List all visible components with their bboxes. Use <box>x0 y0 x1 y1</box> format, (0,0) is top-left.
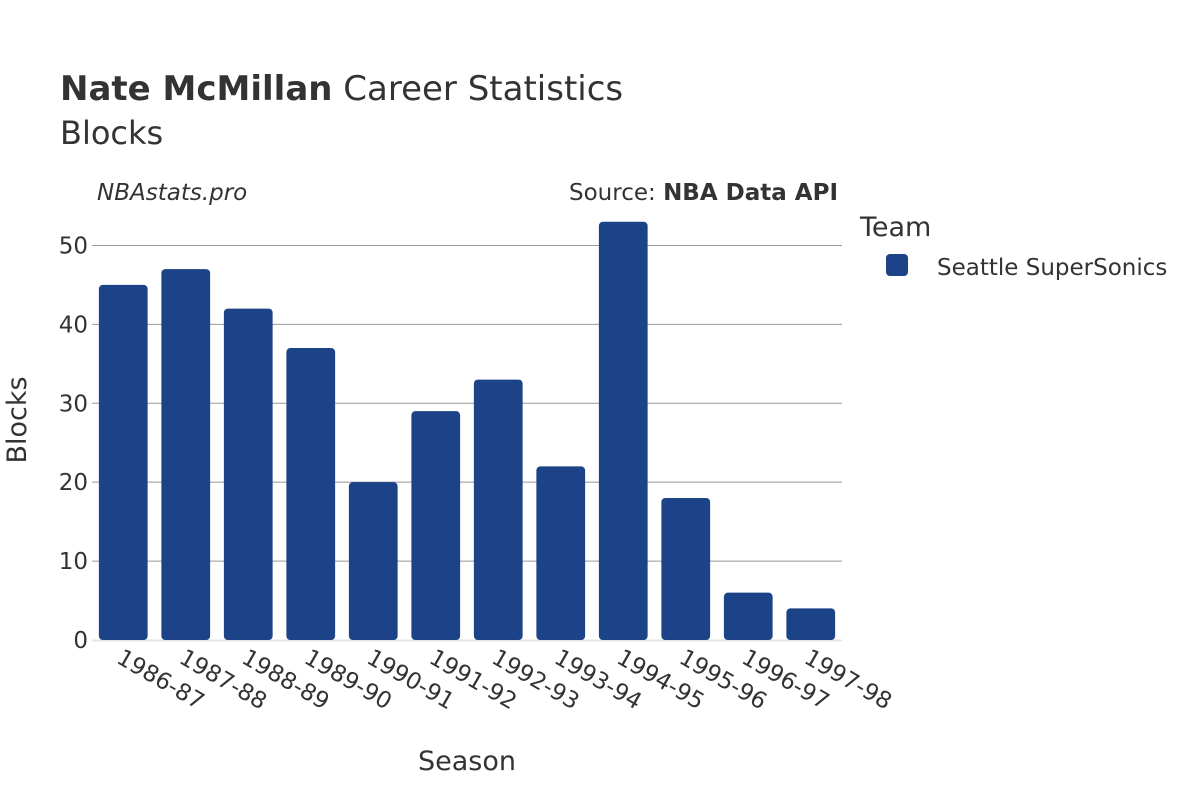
site-credit: NBAstats.pro <box>97 180 247 206</box>
y-tick-label: 10 <box>59 549 88 575</box>
y-tick-label: 20 <box>59 470 88 496</box>
player-name: Nate McMillan <box>60 69 332 109</box>
source-name: NBA Data API <box>663 180 838 206</box>
bar-1995-96[interactable] <box>661 497 711 640</box>
y-tick-label: 30 <box>59 391 88 417</box>
legend-item[interactable]: Seattle SuperSonics <box>886 254 1167 281</box>
gridlines <box>92 244 842 642</box>
bars <box>98 221 836 641</box>
chart-subtitle: Blocks <box>60 114 163 152</box>
x-axis-title: Season <box>418 746 516 777</box>
bar-1986-87[interactable] <box>98 284 148 640</box>
source-prefix: Source: <box>569 180 663 206</box>
legend: Team Seattle SuperSonics <box>859 212 1167 281</box>
legend-item-label: Seattle SuperSonics <box>937 255 1167 281</box>
bar-1989-90[interactable] <box>286 348 336 640</box>
bar-1990-91[interactable] <box>348 482 398 640</box>
legend-title: Team <box>859 212 931 243</box>
bar-1994-95[interactable] <box>598 221 648 641</box>
legend-swatch <box>886 254 908 276</box>
y-tick-label: 50 <box>59 233 88 259</box>
bar-1997-98[interactable] <box>786 608 836 640</box>
chart-title: Nate McMillan Career Statistics <box>60 69 623 109</box>
y-axis-title: Blocks <box>2 376 33 463</box>
bar-1993-94[interactable] <box>536 466 586 640</box>
bar-1987-88[interactable] <box>161 269 211 640</box>
bar-1988-89[interactable] <box>223 308 273 640</box>
source-note: Source: NBA Data API <box>569 180 838 206</box>
bar-1992-93[interactable] <box>473 379 523 640</box>
y-tick-label: 40 <box>59 312 88 338</box>
title-rest: Career Statistics <box>332 69 623 109</box>
y-axis-ticks: 0 10 20 30 40 50 <box>59 233 88 654</box>
bar-1991-92[interactable] <box>411 411 461 640</box>
x-axis-ticks: 1986-871987-881988-891989-901990-911991-… <box>112 645 896 716</box>
bar-1996-97[interactable] <box>723 592 773 640</box>
y-tick-label: 0 <box>73 628 88 654</box>
